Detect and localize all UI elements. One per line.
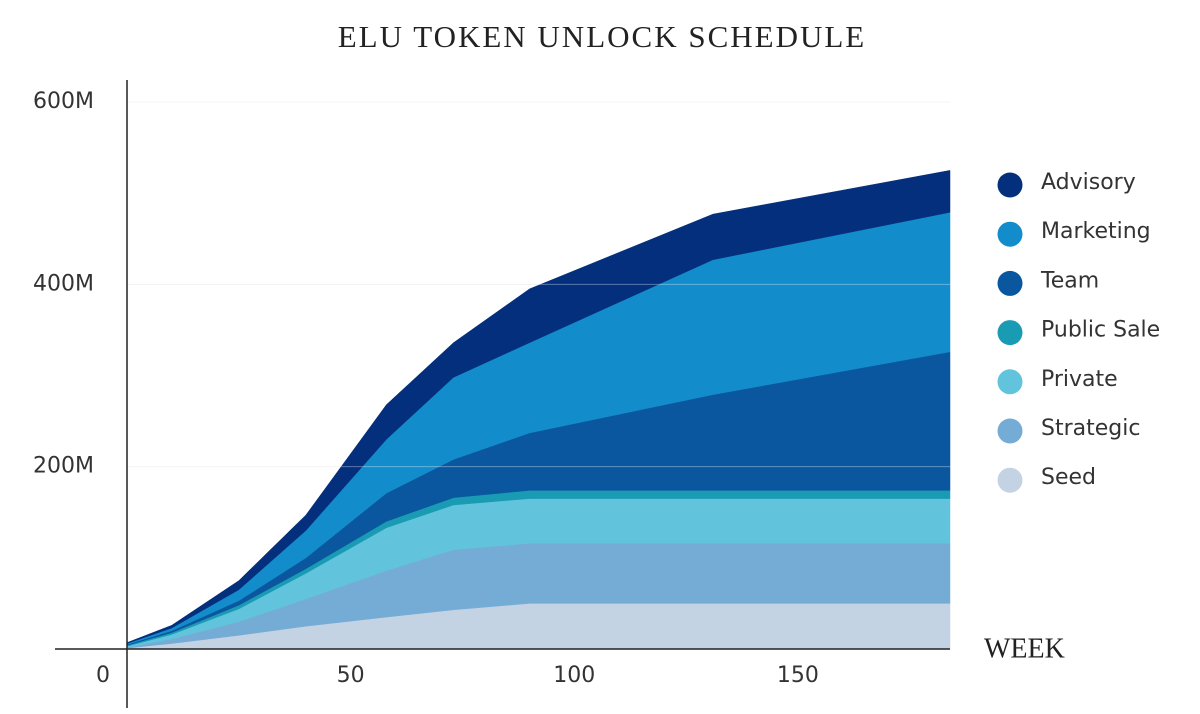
x-axis-label: WEEK	[984, 633, 1065, 664]
y-tick-label: 200M	[33, 454, 94, 479]
legend-label: Advisory	[1041, 170, 1136, 195]
y-tick-label: 600M	[33, 89, 94, 114]
area	[126, 170, 951, 644]
legend-swatch	[997, 221, 1023, 247]
x-tick-label: 100	[553, 663, 595, 688]
legend-swatch	[997, 320, 1023, 346]
x-tick-label: 0	[96, 663, 110, 688]
legend-label: Marketing	[1041, 219, 1151, 244]
legend-swatch	[997, 369, 1023, 395]
chart-title: ELU TOKEN UNLOCK SCHEDULE	[338, 19, 866, 54]
x-tick-label: 150	[777, 663, 819, 688]
legend-swatch	[997, 270, 1023, 296]
x-tick-label: 50	[337, 663, 365, 688]
legend-swatch	[997, 172, 1023, 198]
legend-label: Private	[1041, 367, 1118, 392]
legend-label: Team	[1040, 268, 1099, 293]
y-tick-label: 400M	[33, 271, 94, 296]
legend-swatch	[997, 418, 1023, 444]
legend-label: Seed	[1041, 465, 1096, 490]
legend-swatch	[997, 467, 1023, 493]
legend-label: Public Sale	[1041, 318, 1160, 343]
legend-label: Strategic	[1041, 416, 1140, 441]
plot-area	[126, 101, 951, 650]
